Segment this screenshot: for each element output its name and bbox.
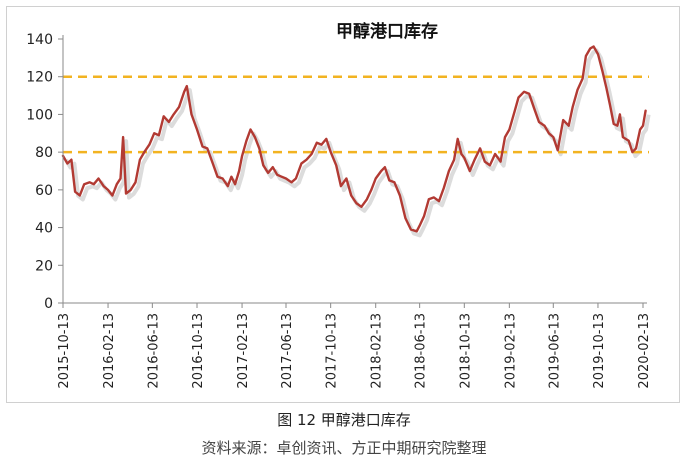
x-tick-label: 2019-06-13	[547, 313, 562, 389]
x-tick-label: 2016-02-13	[102, 313, 117, 389]
series-line-shadow	[64, 48, 651, 238]
x-tick-label: 2017-06-13	[280, 313, 295, 389]
y-tick-label: 140	[26, 32, 53, 48]
x-tick-label: 2015-10-13	[57, 313, 72, 389]
y-tick-label: 20	[35, 258, 53, 274]
series-line	[61, 45, 647, 233]
y-tick-label: 40	[35, 221, 53, 237]
series-shadow	[64, 48, 651, 238]
x-tick-label: 2017-10-13	[325, 313, 340, 389]
x-tick-label: 2019-02-13	[503, 313, 518, 389]
axes: 0 20 40 60 80 100 120 140 2015-10-13 2016-02-13 20…	[26, 32, 652, 389]
x-tick-label: 2018-10-13	[458, 313, 473, 389]
x-tick-label: 2016-10-13	[191, 313, 206, 389]
y-tick-label: 120	[26, 70, 53, 86]
chart-title: 甲醇港口库存	[336, 21, 438, 42]
series-line-group	[61, 45, 647, 233]
chart-svg: 0 20 40 60 80 100 120 140 2015-10-13 2016-02-13 20…	[26, 21, 652, 389]
y-tick-label: 100	[26, 107, 53, 123]
figure-caption: 图 12 甲醇港口库存	[277, 411, 411, 429]
y-tick-label: 60	[35, 183, 53, 199]
y-tick-label: 0	[44, 296, 53, 312]
chart-frame: 0 20 40 60 80 100 120 140 2015-10-13 2016-02-13 20…	[6, 6, 680, 403]
source-note: 资料来源：卓创资讯、方正中期研究院整理	[201, 439, 487, 457]
x-tick-label: 2019-10-13	[592, 313, 607, 389]
x-tick-label: 2018-06-13	[414, 313, 429, 389]
x-tick-label: 2018-02-13	[370, 313, 385, 389]
x-tick-label: 2017-02-13	[236, 313, 251, 389]
x-tick-label: 2020-02-13	[637, 313, 652, 389]
x-tick-label: 2016-06-13	[146, 313, 161, 389]
y-tick-label: 80	[35, 145, 53, 161]
reference-lines	[63, 75, 649, 154]
